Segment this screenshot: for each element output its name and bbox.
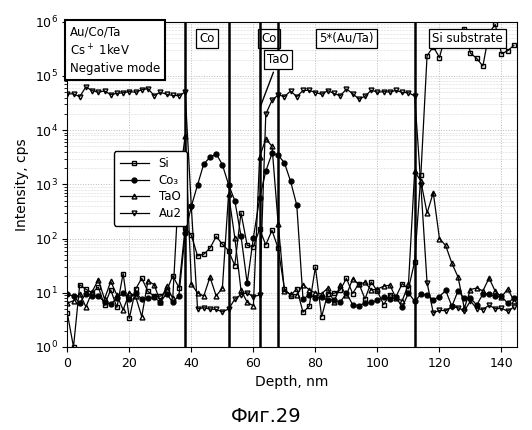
Au2 [219, 309, 226, 314]
Si [294, 286, 300, 291]
Co₃ [399, 304, 405, 310]
Text: TaO: TaO [261, 53, 289, 106]
Co₃ [511, 295, 517, 301]
Line: TaO: TaO [65, 134, 517, 319]
Co₃ [294, 203, 300, 208]
X-axis label: Depth, nm: Depth, nm [255, 375, 329, 389]
TaO [300, 282, 306, 287]
Co₃ [448, 304, 455, 309]
Au2 [430, 310, 436, 315]
TaO [461, 306, 468, 311]
Text: Au/Co/Ta
Cs$^+$ 1keV
Negative mode: Au/Co/Ta Cs$^+$ 1keV Negative mode [70, 25, 160, 75]
Line: Si: Si [65, 22, 517, 349]
Au2 [82, 84, 89, 89]
TaO [182, 133, 188, 138]
Line: Co₃: Co₃ [65, 151, 517, 310]
Text: Co: Co [261, 32, 277, 45]
Si [443, 31, 449, 37]
Text: Co: Co [199, 32, 214, 45]
Line: Au2: Au2 [65, 84, 517, 315]
Si [70, 344, 77, 350]
Y-axis label: Intensity, cps: Intensity, cps [15, 138, 29, 230]
Si [511, 43, 517, 48]
Si [455, 34, 461, 40]
Co₃ [64, 291, 71, 296]
Co₃ [480, 292, 486, 297]
TaO [448, 261, 455, 266]
Au2 [64, 91, 71, 96]
Legend: Si, Co₃, TaO, Au2: Si, Co₃, TaO, Au2 [114, 151, 187, 226]
Au2 [294, 94, 300, 99]
Co₃ [461, 296, 468, 301]
Co₃ [269, 151, 275, 156]
Text: 5*(Au/Ta): 5*(Au/Ta) [319, 32, 373, 45]
Si [473, 56, 480, 61]
Au2 [448, 304, 455, 309]
Si [492, 22, 498, 27]
Co₃ [213, 151, 219, 157]
Text: Au: Au [137, 32, 153, 45]
TaO [511, 298, 517, 303]
Au2 [170, 93, 176, 98]
Si [170, 273, 176, 278]
Co₃ [163, 291, 170, 296]
Si [219, 242, 226, 247]
Au2 [511, 304, 517, 310]
TaO [138, 314, 145, 319]
Text: Si substrate: Si substrate [432, 32, 503, 45]
Si [64, 311, 71, 316]
Au2 [480, 307, 486, 312]
Au2 [461, 308, 468, 313]
TaO [226, 192, 232, 197]
TaO [64, 301, 71, 306]
TaO [480, 288, 486, 293]
Text: Фиг.29: Фиг.29 [231, 407, 301, 426]
TaO [170, 296, 176, 301]
